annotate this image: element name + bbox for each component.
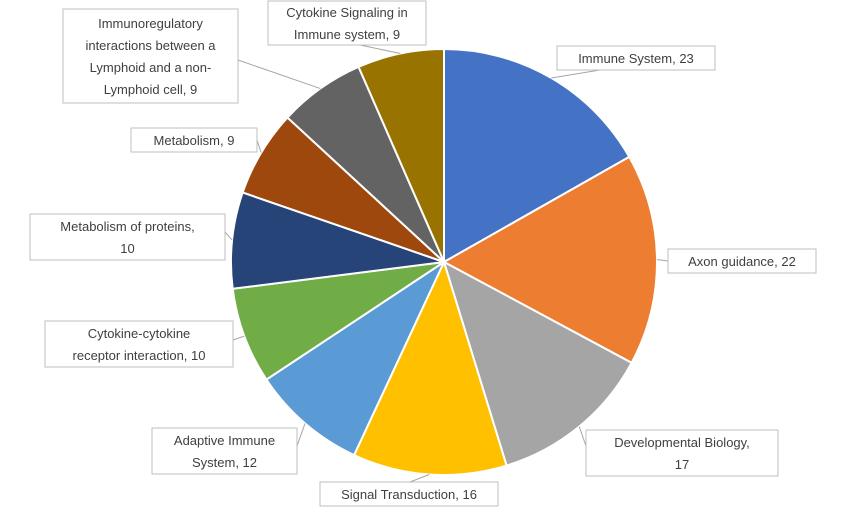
slice-label-text: Immunoregulatory interactions between a Ly… [85, 16, 216, 97]
slice-label: Metabolism, 9 [130, 127, 258, 153]
leader-line [409, 474, 430, 483]
slice-label-text: Developmental Biology, 17 [614, 435, 750, 472]
slice-label: Metabolism of proteins, 10 [29, 213, 226, 261]
pie-slice [352, 259, 508, 476]
label-box [556, 45, 716, 71]
slice-label-text: Axon guidance, 22 [688, 254, 796, 269]
pie-slice [231, 261, 445, 381]
slice-label: Cytokine Signaling in Immune system, 9 [267, 0, 427, 46]
slice-label: Developmental Biology, 17 [585, 429, 779, 477]
leader-line [224, 231, 233, 241]
label-box [44, 320, 234, 368]
label-box [585, 429, 779, 477]
pie-slice [357, 47, 445, 263]
slice-label: Adaptive Immune System, 12 [151, 427, 298, 475]
pie-slices [230, 47, 658, 476]
slice-label-text: Cytokine Signaling in Immune system, 9 [286, 5, 407, 42]
leader-line [237, 59, 321, 90]
slice-label: Immunoregulatory interactions between a Ly… [62, 8, 239, 104]
slice-label-text: Metabolism, 9 [154, 133, 235, 148]
leader-line [232, 335, 245, 341]
label-box [319, 481, 499, 507]
slice-label: Cytokine-cytokine receptor interaction, 1… [44, 320, 234, 368]
leader-lines [224, 44, 669, 483]
slice-label: Axon guidance, 22 [667, 248, 817, 274]
pie-slice [441, 155, 658, 365]
leader-line [551, 69, 601, 79]
slice-label-text: Adaptive Immune System, 12 [174, 433, 275, 470]
label-box [267, 0, 427, 46]
leader-line [256, 139, 262, 153]
slice-label-text: Immune System, 23 [578, 51, 694, 66]
slice-label-text: Metabolism of proteins, 10 [60, 219, 194, 256]
slice-labels: Immune System, 23 Axon guidance, 22 Develo… [29, 0, 817, 507]
slice-label-text: Cytokine-cytokine receptor interaction, 1… [73, 326, 206, 363]
pie-slice [443, 47, 631, 264]
label-box [29, 213, 226, 261]
slice-label: Signal Transduction, 16 [319, 481, 499, 507]
slice-label: Immune System, 23 [556, 45, 716, 71]
leader-line [656, 259, 669, 262]
label-box [667, 248, 817, 274]
leader-line [578, 426, 587, 447]
slice-label-text: Signal Transduction, 16 [341, 487, 477, 502]
leader-line [296, 423, 306, 447]
pie-slice [230, 191, 445, 290]
pie-slice [442, 259, 633, 467]
label-box [62, 8, 239, 104]
label-box [130, 127, 258, 153]
label-box [151, 427, 298, 475]
leader-line [359, 44, 401, 55]
